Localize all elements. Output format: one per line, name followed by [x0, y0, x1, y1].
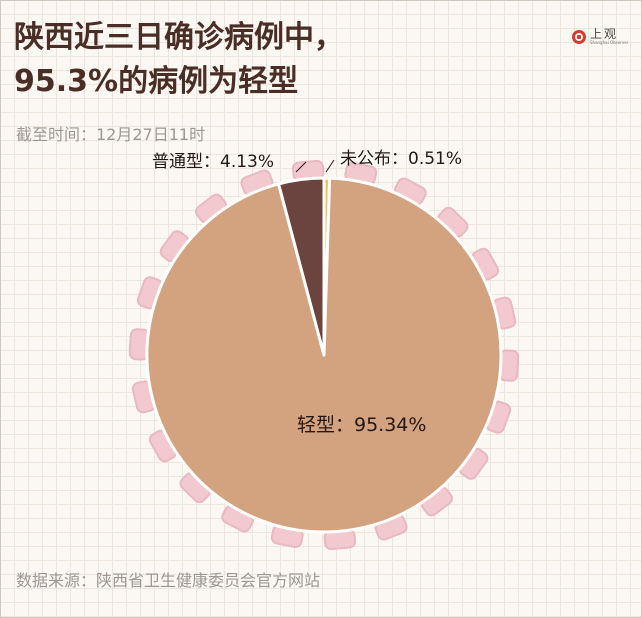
pie-slice-common — [277, 176, 326, 357]
logo-icon — [572, 29, 586, 44]
shanghai-observer-logo: 上观 Shanghai Observer — [572, 28, 628, 45]
logo-subtext: Shanghai Observer — [590, 40, 629, 45]
cutoff-time: 截至时间：12月27日11时 — [16, 125, 206, 144]
label-mild: 轻型：95.34% — [297, 414, 426, 436]
label-common: 普通型：4.13% — [152, 152, 274, 172]
title-line-2: 95.3%的病例为轻型 — [14, 64, 299, 99]
logo-text: 上观 — [590, 27, 619, 41]
pie-slices — [145, 176, 503, 534]
label-unpublished: 未公布：0.51% — [340, 149, 462, 169]
pie-labels: 轻型：95.34% 普通型：4.13% 未公布：0.51% — [152, 149, 462, 436]
chart-title: 陕西近三日确诊病例中， 95.3%的病例为轻型 — [14, 16, 344, 104]
leader-line-common — [295, 161, 307, 173]
leader-line-unpublished — [325, 159, 335, 173]
data-source: 数据来源：陕西省卫生健康委员会官方网站 — [16, 571, 321, 590]
title-line-1: 陕西近三日确诊病例中， — [14, 20, 344, 55]
